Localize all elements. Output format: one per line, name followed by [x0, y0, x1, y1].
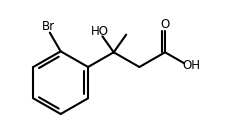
Text: O: O: [160, 18, 169, 31]
Text: HO: HO: [90, 25, 108, 38]
Text: Br: Br: [42, 20, 55, 33]
Text: OH: OH: [182, 59, 200, 72]
